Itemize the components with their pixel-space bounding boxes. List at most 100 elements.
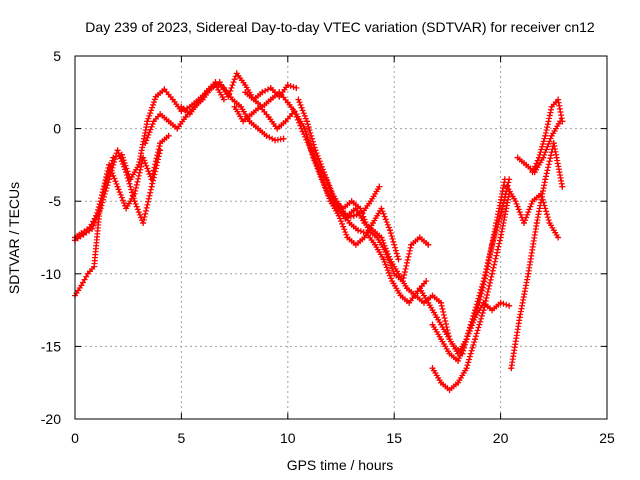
data-point	[429, 321, 436, 328]
data-point	[280, 135, 287, 142]
x-tick-label: 0	[71, 430, 79, 446]
data-point	[220, 84, 227, 91]
plot-area	[72, 70, 566, 393]
data-point	[123, 169, 130, 176]
data-point	[429, 292, 436, 299]
data-point	[267, 96, 274, 103]
data-point	[472, 336, 479, 343]
data-point	[348, 198, 355, 205]
data-point	[157, 147, 164, 154]
data-point	[293, 111, 300, 118]
data-point	[535, 154, 542, 161]
data-point	[303, 118, 310, 125]
data-point	[237, 103, 244, 110]
data-point	[314, 161, 321, 168]
data-point	[240, 118, 247, 125]
data-point	[446, 350, 453, 357]
data-point	[376, 183, 383, 190]
data-point	[395, 256, 402, 263]
data-point	[169, 96, 176, 103]
data-point	[378, 234, 385, 241]
data-point	[472, 307, 479, 314]
data-point	[174, 125, 181, 132]
data-point	[182, 113, 189, 120]
data-point	[157, 140, 164, 147]
data-point	[548, 103, 555, 110]
data-point	[301, 125, 308, 132]
data-point	[503, 183, 510, 190]
data-point	[416, 285, 423, 292]
data-point	[220, 96, 227, 103]
data-point	[508, 365, 515, 372]
data-point	[114, 147, 121, 154]
data-point	[150, 118, 157, 125]
data-point	[395, 270, 402, 277]
data-point	[231, 103, 238, 110]
x-tick-label: 10	[280, 430, 296, 446]
x-axis-label: GPS time / hours	[287, 457, 394, 473]
data-point	[293, 84, 300, 91]
data-point	[312, 147, 319, 154]
data-point	[131, 198, 138, 205]
data-point	[346, 219, 353, 226]
data-point	[369, 219, 376, 226]
data-point	[97, 205, 104, 212]
data-point	[144, 118, 151, 125]
data-point	[114, 183, 121, 190]
data-point	[263, 132, 270, 139]
data-point	[282, 118, 289, 125]
data-point	[542, 176, 549, 183]
data-point	[555, 96, 562, 103]
data-point	[229, 96, 236, 103]
data-point	[463, 365, 470, 372]
series-track-12	[429, 176, 513, 364]
series-track-9	[306, 140, 432, 285]
data-point	[525, 270, 532, 277]
data-point	[463, 336, 470, 343]
data-point	[489, 241, 496, 248]
data-point	[497, 234, 504, 241]
data-point	[259, 103, 266, 110]
grid	[75, 56, 607, 419]
data-point	[406, 299, 413, 306]
data-point	[157, 111, 164, 118]
data-point	[438, 299, 445, 306]
data-point	[506, 302, 513, 309]
data-point	[344, 234, 351, 241]
series-track-17	[529, 96, 566, 176]
series-line	[329, 193, 510, 355]
data-point	[212, 79, 219, 86]
series-track-7	[242, 89, 402, 263]
data-point	[89, 225, 96, 232]
data-point	[352, 205, 359, 212]
data-point	[480, 307, 487, 314]
data-point	[372, 241, 379, 248]
data-point	[380, 256, 387, 263]
data-point	[323, 176, 330, 183]
data-point	[455, 379, 462, 386]
data-point	[355, 227, 362, 234]
data-point	[242, 82, 249, 89]
data-point	[559, 183, 566, 190]
data-point	[265, 113, 272, 120]
data-point	[140, 219, 147, 226]
data-point	[306, 140, 313, 147]
data-point	[546, 219, 553, 226]
y-tick-label: -10	[41, 266, 61, 282]
data-point	[506, 176, 513, 183]
data-point	[523, 161, 530, 168]
series-track-16	[514, 118, 564, 176]
data-point	[327, 190, 334, 197]
data-point	[140, 154, 147, 161]
data-point	[361, 219, 368, 226]
data-point	[91, 263, 98, 270]
data-point	[529, 198, 536, 205]
data-point	[542, 132, 549, 139]
data-point	[559, 118, 566, 125]
data-point	[425, 299, 432, 306]
y-tick-label: -20	[41, 411, 61, 427]
series-track-5	[178, 79, 287, 144]
data-point	[255, 125, 262, 132]
data-point	[242, 89, 249, 96]
series-line	[506, 186, 559, 238]
